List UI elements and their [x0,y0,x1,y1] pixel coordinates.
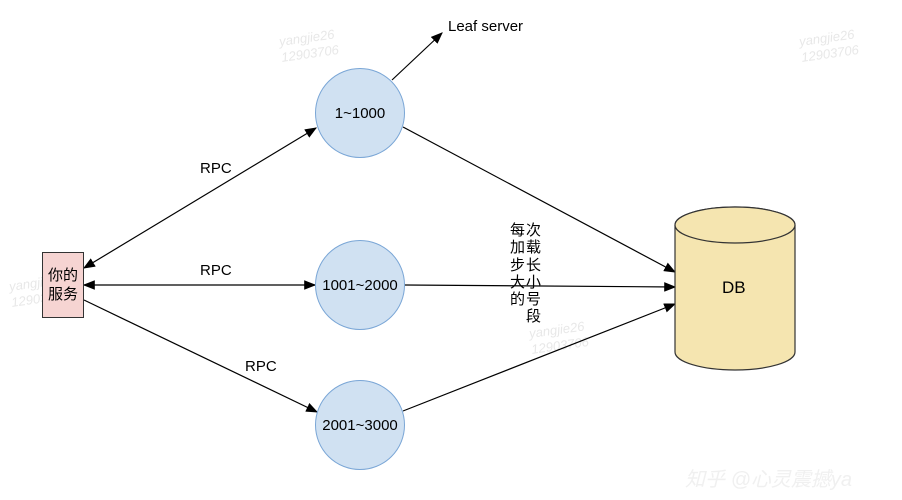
db-label: DB [722,278,746,298]
watermark-1: yangjie26 12903706 [278,26,340,65]
arrows-layer [0,0,902,500]
edge-service-node1 [84,128,316,268]
rpc-label-3: RPC [245,358,277,375]
edge-service-node3 [84,300,317,412]
service-label-2: 服务 [48,285,78,305]
leaf-node-2-label: 1001~2000 [322,277,398,294]
rpc-label-1: RPC [200,160,232,177]
rpc-label-2: RPC [200,262,232,279]
bottom-watermark: 知乎 @心灵震撼ya [685,463,852,492]
leaf-node-3-label: 2001~3000 [322,417,398,434]
leaf-node-1: 1~1000 [315,68,405,158]
watermark-2: yangjie26 12903706 [798,26,860,65]
leaf-server-label: Leaf server [448,18,523,35]
leaf-node-1-label: 1~1000 [335,105,385,122]
wm-line1: yangjie26 [278,26,335,49]
service-label-1: 你的 [48,266,78,286]
leaf-server-arrow [392,33,442,80]
service-box: 你的 服务 [42,252,84,318]
wm-line2: 12903706 [280,42,339,65]
vertical-annotation: 每加步大的 次载长小号段 [510,222,542,326]
leaf-node-3: 2001~3000 [315,380,405,470]
leaf-node-2: 1001~2000 [315,240,405,330]
